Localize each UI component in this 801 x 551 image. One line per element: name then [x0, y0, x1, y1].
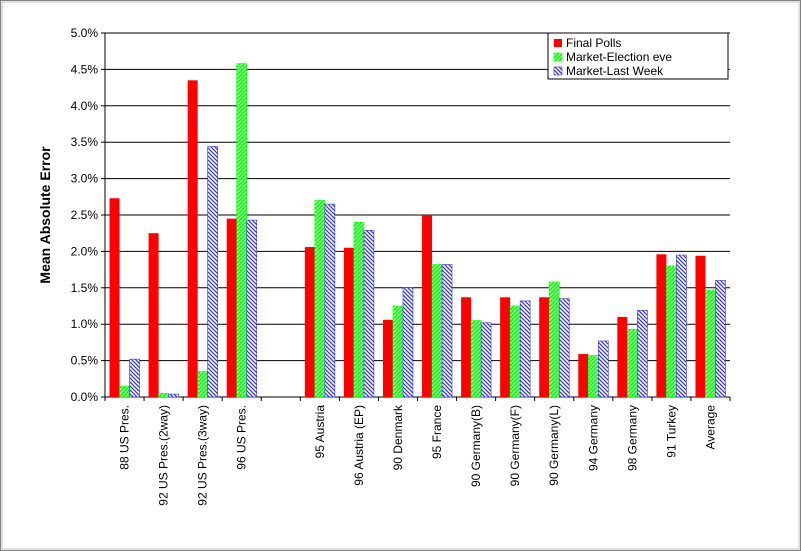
bar	[705, 289, 716, 398]
bar	[187, 80, 198, 397]
x-tick-label: 94 Germany	[586, 405, 600, 471]
bar	[119, 385, 130, 398]
bar	[431, 264, 443, 398]
x-tick-label: 90 Germany(F)	[508, 405, 522, 486]
bar	[578, 354, 589, 397]
x-tick-label: 98 Germany	[625, 405, 639, 471]
x-tick-label: 90 Denmark	[391, 404, 405, 470]
bar	[676, 254, 687, 398]
bar	[666, 265, 677, 398]
x-tick-label: 96 Austria (EP)	[352, 405, 366, 486]
x-tick-label: 95 Austria	[313, 405, 327, 459]
bar	[461, 297, 472, 397]
bar	[627, 328, 638, 398]
bar	[548, 281, 560, 398]
bar	[314, 200, 326, 398]
x-tick-label: 95 France	[430, 405, 444, 459]
bar	[587, 355, 599, 398]
y-tick-label: 4.0%	[71, 99, 99, 113]
bar	[382, 319, 393, 397]
bar	[207, 146, 218, 398]
bar	[392, 305, 404, 398]
y-tick-label: 2.5%	[71, 208, 99, 222]
bar	[343, 247, 354, 397]
bar	[129, 358, 140, 398]
bar	[656, 254, 667, 397]
bar	[480, 322, 492, 398]
bar	[197, 371, 208, 398]
bar	[695, 255, 706, 397]
bar	[246, 219, 258, 398]
y-tick-label: 0.5%	[71, 354, 99, 368]
bar	[637, 310, 648, 398]
x-tick-label: 88 US Pres.	[118, 405, 132, 470]
y-tick-label: 2.0%	[71, 244, 99, 258]
legend-label: Final Polls	[566, 36, 621, 50]
bar	[148, 233, 159, 397]
bar	[158, 393, 169, 398]
bar	[109, 198, 120, 397]
legend-swatch	[553, 66, 563, 76]
bar	[168, 393, 179, 398]
x-tick-label: 92 US Pres.(2way)	[157, 405, 171, 506]
x-tick-label: Average	[703, 405, 717, 450]
x-tick-label: 90 Germany(L)	[547, 405, 561, 486]
bar	[715, 280, 726, 398]
x-tick-label: 96 US Pres.	[235, 405, 249, 470]
bar	[304, 247, 315, 397]
bar	[500, 297, 511, 397]
bar	[324, 203, 336, 398]
bar	[422, 215, 433, 397]
bar	[597, 340, 609, 398]
bar	[236, 63, 248, 398]
bar	[353, 221, 365, 398]
y-tick-label: 5.0%	[71, 26, 99, 40]
legend-label: Market-Election eve	[566, 50, 672, 64]
x-tick-label: 92 US Pres.(3way)	[196, 405, 210, 506]
bar	[226, 218, 237, 397]
legend-box	[547, 32, 729, 80]
bar	[558, 298, 570, 398]
bar	[617, 316, 628, 397]
legend-label: Market-Last Week	[566, 64, 664, 78]
bar	[539, 297, 550, 397]
y-axis-label: Mean Absolute Error	[37, 146, 53, 284]
y-tick-label: 3.5%	[71, 135, 99, 149]
y-tick-label: 3.0%	[71, 172, 99, 186]
y-tick-label: 1.5%	[71, 281, 99, 295]
bar	[509, 305, 521, 398]
x-tick-label: 90 Germany(B)	[469, 405, 483, 487]
bar	[519, 300, 531, 398]
legend-swatch	[554, 39, 562, 47]
bar	[402, 287, 414, 398]
y-tick-label: 4.5%	[71, 62, 99, 76]
y-tick-label: 1.0%	[71, 317, 99, 331]
legend-swatch	[553, 52, 563, 62]
bar	[441, 264, 453, 398]
x-tick-label: 91 Turkey	[664, 405, 678, 458]
bar	[363, 229, 375, 398]
bar	[470, 320, 482, 398]
y-tick-label: 0.0%	[71, 390, 99, 404]
